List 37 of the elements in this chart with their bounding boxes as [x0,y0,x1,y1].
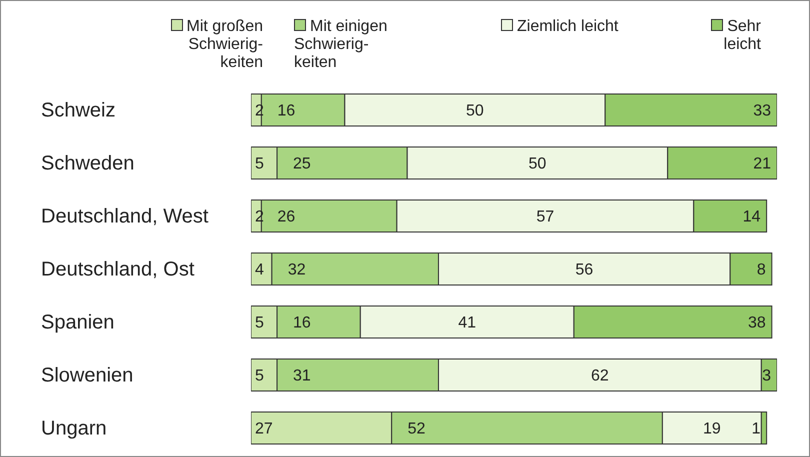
y-tick-label: Deutschland, West [41,206,209,228]
y-tick-label: Schweiz [41,100,116,122]
data-label: 33 [753,102,772,120]
legend-label: Mit großen Schwierig-keiten [186,18,263,72]
data-label: 38 [748,314,766,332]
data-label: 14 [742,208,761,226]
data-label: 57 [536,208,554,226]
data-label: 26 [277,208,296,226]
data-label: 50 [528,156,546,173]
data-label: 27 [255,420,273,438]
data-label: 5 [255,314,264,332]
data-label: 1 [752,420,761,438]
legend-label: Mit einigen Schwierig-keiten [294,18,388,72]
data-label: 16 [293,314,311,332]
legend-label: Sehr leicht [722,18,761,54]
data-label: 5 [255,156,264,173]
y-tick-label: Deutschland, Ost [41,258,195,280]
data-label: 25 [293,156,311,173]
data-label: 16 [277,102,296,120]
y-tick-label: Slowenien [41,364,134,386]
data-label: 32 [288,262,306,279]
data-label: 52 [408,420,426,438]
data-label: 4 [255,262,264,279]
data-label: 31 [293,368,311,385]
data-label: 5 [255,368,264,385]
data-label: 56 [575,262,594,279]
data-label: 21 [753,156,772,173]
data-label: 3 [762,368,772,385]
data-label: 8 [756,262,766,279]
data-label: 50 [466,102,484,120]
data-label: 19 [703,420,721,438]
legend-label: Ziemlich leicht [516,18,620,36]
y-tick-label: Spanien [41,312,114,334]
data-label: 62 [591,368,609,385]
data-label: 41 [458,314,476,332]
y-tick-label: Ungarn [41,418,107,440]
y-tick-label: Schweden [41,152,134,174]
